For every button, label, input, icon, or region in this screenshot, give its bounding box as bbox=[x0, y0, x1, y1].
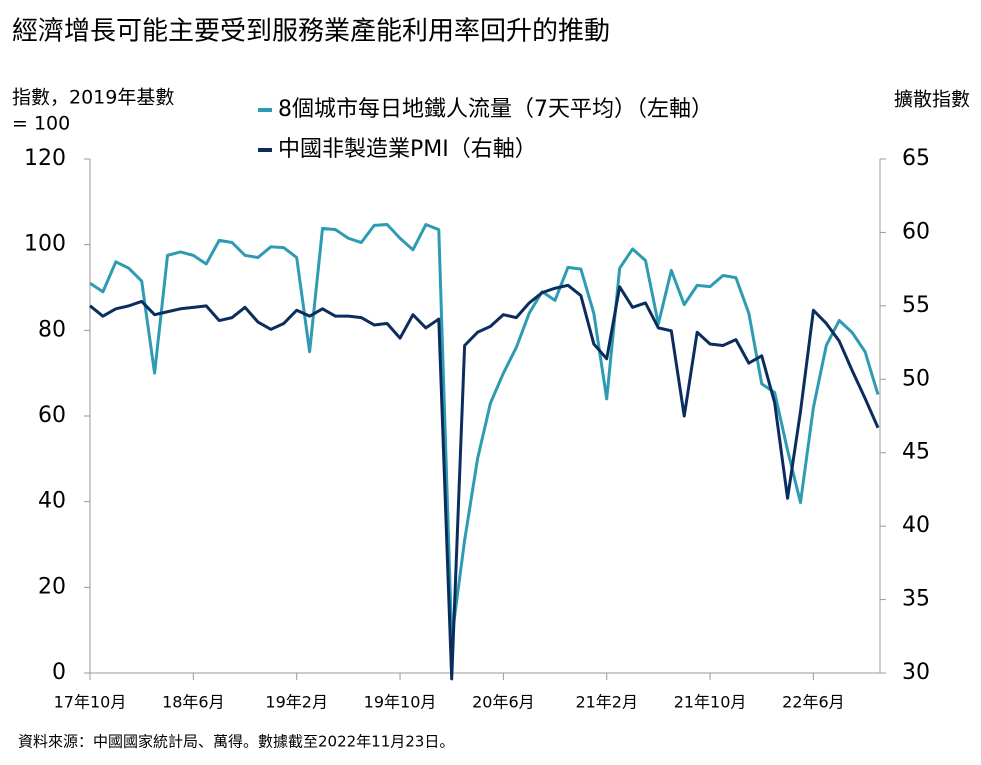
y-tick-label: 40 bbox=[38, 489, 66, 514]
y2-tick-label: 35 bbox=[902, 587, 930, 612]
x-tick-label: 22年6月 bbox=[782, 693, 845, 712]
x-tick-label: 20年6月 bbox=[472, 693, 535, 712]
y-tick-label: 0 bbox=[52, 660, 66, 685]
x-tick-label: 19年10月 bbox=[364, 693, 437, 712]
y2-tick-label: 30 bbox=[902, 660, 930, 685]
data-line bbox=[89, 283, 880, 681]
y2-axis-title: 擴散指數 bbox=[894, 89, 970, 111]
x-tick-label: 17年10月 bbox=[54, 693, 127, 712]
y-tick-label: 80 bbox=[38, 317, 66, 342]
y-axis-title: 指數，2019年基數 bbox=[12, 87, 174, 109]
source-note: 資料來源：中國國家統計局、萬得。數據截至2022年11月23日。 bbox=[18, 733, 454, 751]
y2-tick-label: 55 bbox=[902, 293, 930, 318]
x-tick-label: 21年2月 bbox=[575, 693, 638, 712]
y-tick-label: 100 bbox=[24, 232, 66, 257]
y2-tick-label: 60 bbox=[902, 219, 930, 244]
y2-tick-label: 50 bbox=[902, 366, 930, 391]
legend-label: 中國非製造業PMI（右軸） bbox=[278, 137, 537, 162]
x-tick-label: 18年6月 bbox=[162, 693, 225, 712]
x-tick-label: 21年10月 bbox=[674, 693, 747, 712]
legend-label: 8個城市每日地鐵人流量（7天平均）（左軸） bbox=[278, 97, 713, 122]
chart-title: 經濟增長可能主要受到服務業產能利用率回升的推動 bbox=[12, 17, 610, 47]
y-tick-label: 20 bbox=[38, 574, 66, 599]
data-line bbox=[89, 223, 880, 641]
y2-tick-label: 40 bbox=[902, 513, 930, 538]
y-axis-title: = 100 bbox=[12, 113, 70, 135]
y2-tick-label: 65 bbox=[902, 146, 930, 171]
x-tick-label: 19年2月 bbox=[265, 693, 328, 712]
y2-tick-label: 45 bbox=[902, 440, 930, 465]
y-tick-label: 120 bbox=[24, 146, 66, 171]
y-tick-label: 60 bbox=[38, 403, 66, 428]
